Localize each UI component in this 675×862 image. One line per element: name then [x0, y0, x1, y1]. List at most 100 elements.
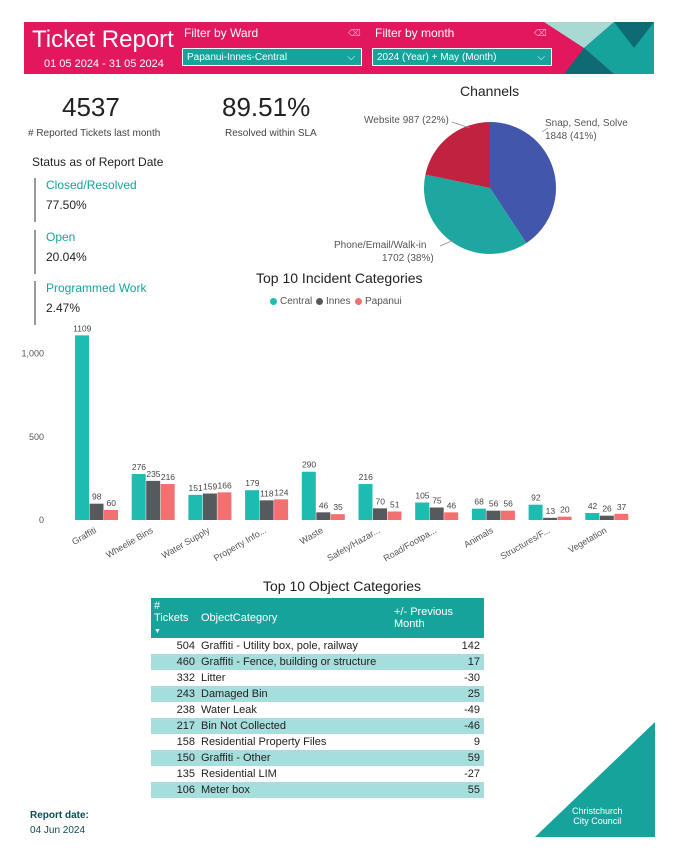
cell-category: Damaged Bin — [198, 686, 391, 702]
bar-innes[interactable] — [89, 503, 104, 520]
bar-data-label: 75 — [432, 496, 442, 506]
table-header-row: # Tickets ▼ ObjectCategory +/- Previous M… — [151, 598, 484, 638]
pie-label-phone: Phone/Email/Walk-in — [334, 240, 427, 251]
table-row[interactable]: 332 Litter -30 — [151, 670, 484, 686]
column-header-change[interactable]: +/- Previous Month — [391, 598, 484, 638]
bar-papanui[interactable] — [614, 513, 629, 520]
cell-tickets: 135 — [176, 768, 195, 780]
bar-innes[interactable] — [316, 512, 331, 520]
status-open: Open 20.04% — [34, 230, 176, 274]
table-row[interactable]: 460 Graffiti - Fence, building or structu… — [151, 654, 484, 670]
bar-papanui[interactable] — [274, 499, 289, 520]
bar-data-label: 124 — [274, 487, 288, 497]
bar-innes[interactable] — [146, 480, 161, 520]
bar-data-label: 42 — [588, 501, 598, 511]
pie-value-phone: 1702 (38%) — [382, 253, 434, 264]
x-tick-label: Graffiti — [70, 525, 98, 547]
bar-central[interactable] — [188, 494, 203, 520]
bar-data-label: 118 — [260, 488, 274, 498]
ward-filter-clear-icon[interactable]: ⌫ — [348, 28, 361, 38]
cell-tickets: 243 — [151, 686, 198, 702]
bar-central[interactable] — [415, 502, 430, 520]
bar-data-label: 98 — [92, 492, 102, 502]
table-row[interactable]: 217 Bin Not Collected -46 — [151, 718, 484, 734]
x-tick-label: Animals — [462, 525, 495, 550]
cell-change: 17 — [391, 654, 484, 670]
bar-papanui[interactable] — [160, 484, 175, 520]
status-name: Programmed Work — [46, 281, 147, 295]
legend-innes[interactable]: Innes — [316, 296, 350, 307]
status-title: Status as of Report Date — [32, 155, 164, 169]
month-filter-dropdown[interactable]: 2024 (Year) + May (Month) ⌵ — [372, 48, 552, 66]
table-row[interactable]: 150 Graffiti - Other 59 — [151, 750, 484, 766]
footer-corner-decoration — [535, 722, 655, 837]
header-decoration — [544, 22, 654, 74]
table-row[interactable]: 106 Meter box 55 — [151, 782, 484, 798]
bar-data-label: 68 — [474, 497, 484, 507]
bar-papanui[interactable] — [387, 511, 402, 520]
bar-innes[interactable] — [259, 500, 274, 520]
bar-papanui[interactable] — [217, 492, 232, 520]
legend-dot-central — [270, 297, 277, 305]
cell-change: -27 — [464, 768, 480, 780]
reported-tickets-label: # Reported Tickets last month — [28, 128, 161, 139]
bar-central[interactable] — [131, 474, 146, 520]
ward-filter-label: Filter by Ward — [184, 26, 259, 40]
pie-slice-1[interactable] — [424, 174, 527, 254]
x-tick-label: Waste — [298, 525, 325, 546]
bar-data-label: 56 — [503, 499, 513, 509]
bar-papanui[interactable] — [104, 510, 118, 520]
bar-innes[interactable] — [543, 517, 558, 520]
object-category-table: # Tickets ▼ ObjectCategory +/- Previous M… — [151, 598, 484, 798]
ward-filter-dropdown[interactable]: Papanui-Innes-Central ⌵ — [182, 48, 362, 66]
bar-innes[interactable] — [486, 510, 501, 520]
cell-change: 55 — [391, 782, 484, 798]
cell-category: Residential Property Files — [201, 736, 327, 748]
cell-category: Meter box — [198, 782, 391, 798]
table-row[interactable]: 504 Graffiti - Utility box, pole, railway… — [151, 638, 484, 654]
bar-innes[interactable] — [202, 493, 217, 520]
status-programmed: Programmed Work 2.47% — [34, 281, 176, 325]
legend-papanui[interactable]: Papanui — [355, 296, 402, 307]
bar-central[interactable] — [75, 335, 89, 520]
x-tick-label: Property Info... — [212, 525, 268, 563]
column-header-tickets[interactable]: # Tickets ▼ — [151, 598, 198, 638]
bar-data-label: 92 — [531, 493, 541, 503]
x-tick-label: Water Supply — [160, 525, 212, 561]
cell-change: 59 — [391, 750, 484, 766]
bar-papanui[interactable] — [444, 512, 459, 520]
table-row[interactable]: 135 Residential LIM -27 — [151, 766, 484, 782]
bar-central[interactable] — [585, 513, 600, 520]
bar-data-label: 13 — [546, 506, 556, 516]
pie-slice-2[interactable] — [425, 122, 490, 188]
bar-innes[interactable] — [373, 508, 387, 520]
table-row[interactable]: 238 Water Leak -49 — [151, 702, 484, 718]
bar-central[interactable] — [245, 490, 260, 520]
bar-central[interactable] — [528, 504, 543, 520]
month-filter-clear-icon[interactable]: ⌫ — [534, 28, 547, 38]
bar-central[interactable] — [471, 508, 486, 520]
cell-change: 142 — [461, 640, 480, 652]
bar-data-label: 216 — [359, 472, 373, 482]
bar-papanui[interactable] — [557, 516, 572, 520]
bar-innes[interactable] — [599, 515, 614, 520]
bar-data-label: 179 — [245, 478, 259, 488]
table-row[interactable]: 243 Damaged Bin 25 — [151, 686, 484, 702]
bar-central[interactable] — [301, 471, 316, 520]
y-tick-label: 1,000 — [21, 349, 44, 359]
logo-line1: Christchurch — [572, 806, 623, 816]
reported-tickets-value: 4537 — [62, 92, 120, 122]
cell-tickets: 158 — [176, 736, 195, 748]
bar-papanui[interactable] — [500, 510, 515, 520]
bar-papanui[interactable] — [330, 514, 345, 520]
table-row[interactable]: 158 Residential Property Files 9 — [151, 734, 484, 750]
legend-central[interactable]: Central — [270, 296, 312, 307]
cell-category: Residential LIM — [201, 768, 277, 780]
bar-central[interactable] — [358, 484, 373, 520]
bar-data-label: 51 — [390, 500, 400, 510]
column-header-category[interactable]: ObjectCategory — [198, 598, 391, 638]
bar-innes[interactable] — [429, 507, 444, 520]
date-range: 01 05 2024 - 31 05 2024 — [44, 58, 164, 70]
pie-slice-0[interactable] — [490, 122, 556, 244]
